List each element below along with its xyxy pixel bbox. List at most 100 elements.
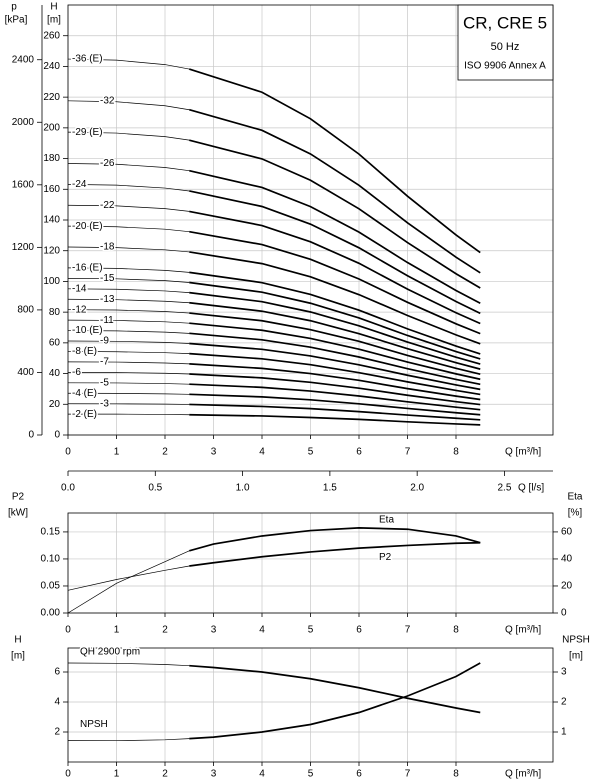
y2-tick-label: 2000 <box>12 117 35 128</box>
y-tick-label: 2 <box>54 727 60 738</box>
x-tick-label: 8 <box>453 447 459 458</box>
curve-label: -11 <box>100 315 114 326</box>
y2-tick-label: 20 <box>561 581 573 592</box>
curve-label: -36 (E) <box>72 54 103 65</box>
curve-extended <box>67 100 190 111</box>
curve-operating <box>189 271 481 355</box>
y-tick-label: 260 <box>43 30 60 41</box>
x-tick-label: 4 <box>259 625 265 636</box>
curve-label: P2 <box>379 552 392 563</box>
x-tick-label: 5 <box>308 447 314 458</box>
curve-operating <box>189 352 481 396</box>
info-box <box>457 4 554 81</box>
y2-tick-label: 2 <box>561 697 567 708</box>
y2-tick-label: 400 <box>17 367 34 378</box>
y-tick-label: 160 <box>43 184 60 195</box>
x-axis-label: Q [m³/h] <box>505 625 541 636</box>
curve-extended <box>67 267 190 273</box>
plot-frame <box>67 647 554 763</box>
curve-extended <box>67 330 190 334</box>
curve-extended <box>67 278 190 283</box>
curve-extended <box>67 392 190 395</box>
curve-extended <box>67 58 190 70</box>
curve-operating <box>189 291 481 365</box>
y-tick-label: 40 <box>49 368 61 379</box>
y2-tick-label: 1600 <box>12 179 35 190</box>
curve-label: -7 <box>100 357 109 368</box>
curve-label: -15 <box>100 273 115 284</box>
curve-operating <box>189 662 481 740</box>
curve-extended <box>67 204 190 212</box>
curve-extended <box>67 340 190 344</box>
curve-extended <box>67 371 190 375</box>
y2-label: p <box>11 2 17 13</box>
curve-extended <box>67 225 190 233</box>
x2-tick-label: 1.0 <box>236 483 250 494</box>
x-axis-label: Q [m³/h] <box>505 447 541 458</box>
x-tick-label: 0 <box>65 769 71 780</box>
x-tick-label: 4 <box>259 769 265 780</box>
x-tick-label: 2 <box>162 447 168 458</box>
y-tick-label: 180 <box>43 153 60 164</box>
curve-extended <box>67 361 190 365</box>
curve-label: -4 (E) <box>72 388 97 399</box>
y2-tick-label: 0 <box>28 430 34 441</box>
plot-frame <box>67 4 554 436</box>
x-tick-label: 7 <box>405 769 411 780</box>
x-axis-label: Q [m³/h] <box>505 769 541 780</box>
y2-label: Eta <box>567 492 582 503</box>
x-tick-label: 1 <box>114 769 120 780</box>
y-tick-label: 0 <box>54 430 60 441</box>
y-tick-label: 0.00 <box>41 608 61 619</box>
curve-label: -29 (E) <box>72 127 103 138</box>
y2-tick-label: 0 <box>561 608 567 619</box>
x-tick-label: 6 <box>356 625 362 636</box>
y2-tick-label: 3 <box>561 667 567 678</box>
y-tick-label: 100 <box>43 276 60 287</box>
yunit: [kW] <box>8 508 28 519</box>
y-tick-label: 4 <box>54 697 60 708</box>
curve-label: -16 (E) <box>72 263 103 274</box>
x-tick-label: 0 <box>65 625 71 636</box>
curve-operating <box>189 383 481 411</box>
y2-tick-label: 1200 <box>12 242 35 253</box>
x-tick-label: 6 <box>356 769 362 780</box>
curve-extended <box>67 246 190 253</box>
curve-label: -24 <box>72 179 87 190</box>
x-tick-label: 7 <box>405 447 411 458</box>
x-tick-label: 0 <box>65 447 71 458</box>
x-tick-label: 5 <box>308 769 314 780</box>
curve-extended <box>67 309 190 314</box>
charts: 0 1 2 3 4 5 6 7 80204060801001201401601802002202… <box>5 2 590 780</box>
x-tick-label: 1 <box>114 447 120 458</box>
curve-label: -2 (E) <box>72 409 97 420</box>
info-standard: ISO 9906 Annex A <box>464 61 546 72</box>
curve-label: -5 <box>100 377 109 388</box>
curve-label: -32 <box>100 95 115 106</box>
y-tick-label: 220 <box>43 92 60 103</box>
info-frequency: 50 Hz <box>491 41 520 53</box>
yunit: [m] <box>11 651 25 662</box>
x-tick-label: 3 <box>211 625 217 636</box>
curve-label: -6 <box>72 367 81 378</box>
curve-extended <box>67 288 190 293</box>
y2-tick-label: 60 <box>561 527 573 538</box>
y-tick-label: 0.10 <box>41 554 61 565</box>
curve-operating <box>189 393 481 416</box>
curve-label: -10 (E) <box>72 325 103 336</box>
y2-tick-label: 800 <box>17 305 34 316</box>
x-tick-label: 2 <box>162 625 168 636</box>
x-tick-label: 1 <box>114 625 120 636</box>
curve-operating <box>189 541 481 567</box>
curve-operating <box>189 403 481 421</box>
ylabel: P2 <box>12 492 25 503</box>
x-tick-label: 8 <box>453 769 459 780</box>
y-tick-label: 20 <box>49 399 61 410</box>
curve-label: -22 <box>100 200 115 211</box>
x-tick-label: 5 <box>308 625 314 636</box>
y-tick-label: 140 <box>43 215 60 226</box>
curve-operating <box>188 68 481 254</box>
x2-tick-label: 0.0 <box>61 483 75 494</box>
curve-operating <box>189 190 481 315</box>
